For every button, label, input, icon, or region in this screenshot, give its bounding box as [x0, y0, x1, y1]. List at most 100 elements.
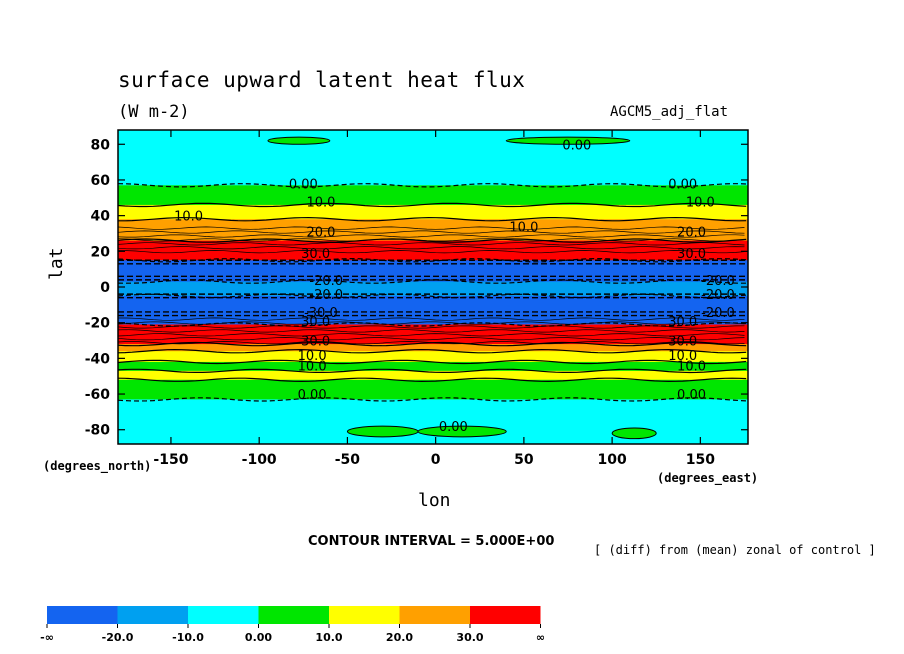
- contour-line: [118, 226, 745, 230]
- contour-line: [118, 341, 745, 345]
- contour-line: [118, 238, 745, 242]
- contour-label: 0.00: [668, 178, 697, 193]
- zonal-band: [118, 179, 748, 186]
- contour-line: [118, 329, 745, 333]
- contour-label: 0.00: [677, 388, 706, 403]
- x-tick-label: -150: [153, 452, 188, 468]
- zonal-band: [118, 185, 748, 199]
- contour-label: 10.0: [668, 349, 697, 364]
- contour-label: 30.0: [668, 335, 697, 350]
- contour-label: -20.0: [309, 288, 343, 303]
- contour-patch: [346, 425, 419, 438]
- description-note: [ (diff) from (mean) zonal of control ]: [594, 543, 876, 557]
- contour-line: [118, 397, 747, 402]
- y-tick-label: 60: [91, 173, 111, 189]
- colorbar-swatch: [399, 606, 470, 624]
- contour-line: [118, 216, 747, 222]
- y-axis-unit-label: (degrees_north): [43, 459, 152, 473]
- zonal-band: [118, 295, 748, 318]
- y-tick-label: 40: [91, 209, 111, 225]
- contour-label: 10.0: [174, 210, 203, 225]
- contour-line: [118, 234, 745, 238]
- colorbar-label: -20.0: [102, 631, 134, 644]
- contour-line: [118, 359, 747, 365]
- contour-line: [118, 257, 747, 263]
- contour-label: 10.0: [509, 220, 538, 235]
- contour-label: -30.0: [304, 306, 338, 321]
- x-tick-label: 0: [431, 452, 441, 468]
- contour-line: [118, 279, 747, 284]
- x-tick-label: 150: [686, 452, 715, 468]
- contour-line: [118, 337, 745, 341]
- contour-label: -20.0: [701, 306, 735, 321]
- colorbar-label: ∞: [536, 631, 545, 644]
- contour-line: [118, 242, 745, 246]
- colorbar-swatch: [329, 606, 400, 624]
- x-axis-unit-label: (degrees_east): [657, 471, 759, 485]
- zonal-band: [118, 317, 748, 326]
- contour-label: -20.0: [701, 274, 735, 289]
- contour-line: [118, 377, 747, 383]
- colorbar-label: -10.0: [172, 631, 204, 644]
- colorbar-swatch: [47, 606, 118, 624]
- contour-label: 10.0: [677, 360, 706, 375]
- colorbar-label: 20.0: [386, 631, 413, 644]
- contour-patch: [417, 425, 507, 438]
- contour-label: 10.0: [306, 195, 335, 210]
- zonal-band: [118, 344, 748, 352]
- plot-fill-layer: [118, 130, 748, 444]
- experiment-label: AGCM5_adj_flat: [610, 104, 729, 120]
- contour-label: 20.0: [306, 226, 335, 241]
- y-tick-label: 0: [100, 280, 110, 296]
- zonal-band: [118, 324, 748, 340]
- zonal-band: [118, 351, 748, 363]
- chart-subtitle-units: (W m-2): [118, 102, 190, 122]
- contour-patch: [267, 136, 331, 145]
- y-tick-label: 20: [91, 244, 111, 260]
- colorbar-swatch: [117, 606, 188, 624]
- colorbar-swatch: [470, 606, 541, 624]
- zonal-band: [118, 399, 748, 444]
- y-tick-label: 80: [91, 137, 111, 153]
- colorbar-label: -∞: [40, 631, 54, 644]
- contour-label: 20.0: [677, 226, 706, 241]
- colorbar-swatch: [258, 606, 329, 624]
- contour-label: 10.0: [298, 349, 327, 364]
- contour-label: 0.00: [439, 420, 468, 435]
- zonal-band: [118, 338, 748, 345]
- contour-label: -20.0: [701, 288, 735, 303]
- contour-patch: [611, 427, 657, 440]
- contour-label: 0.00: [298, 388, 327, 403]
- contour-patch: [505, 136, 631, 145]
- colorbar-label: 0.00: [245, 631, 272, 644]
- contour-label: 0.00: [289, 178, 318, 193]
- contour-line-layer: [118, 183, 748, 402]
- x-tick-label: 50: [514, 452, 534, 468]
- contour-line: [118, 250, 745, 254]
- axis-layer: -150 -100 -50 0 50 100 150 80 60 40 20 0 -20 -40 -60 -8…: [85, 130, 748, 468]
- zonal-band: [118, 260, 748, 279]
- chart-title: surface upward latent heat flux: [118, 68, 526, 92]
- contour-interval-text: CONTOUR INTERVAL = 5.000E+00: [308, 534, 555, 549]
- contour-line: [118, 202, 747, 208]
- colorbar-label: 10.0: [315, 631, 342, 644]
- contour-line: [118, 246, 745, 250]
- contour-label: 30.0: [301, 247, 330, 262]
- zonal-band: [118, 281, 748, 293]
- contour-label: -20.0: [309, 274, 343, 289]
- contour-label: 30.0: [668, 315, 697, 330]
- zonal-band: [118, 130, 748, 181]
- contour-label: 30.0: [677, 247, 706, 262]
- zonal-band: [118, 204, 748, 220]
- y-tick-label: -20: [85, 316, 111, 332]
- y-tick-label: -80: [85, 423, 111, 439]
- contour-label: 10.0: [298, 360, 327, 375]
- contour-line: [118, 238, 747, 243]
- contour-line: [118, 317, 745, 321]
- contour-line: [118, 368, 747, 374]
- contour-line: [118, 321, 745, 325]
- zonal-band: [118, 219, 748, 231]
- contour-label: 30.0: [301, 315, 330, 330]
- colorbar: -∞ -20.0 -10.0 0.00 10.0 20.0 30.0 ∞: [40, 606, 545, 644]
